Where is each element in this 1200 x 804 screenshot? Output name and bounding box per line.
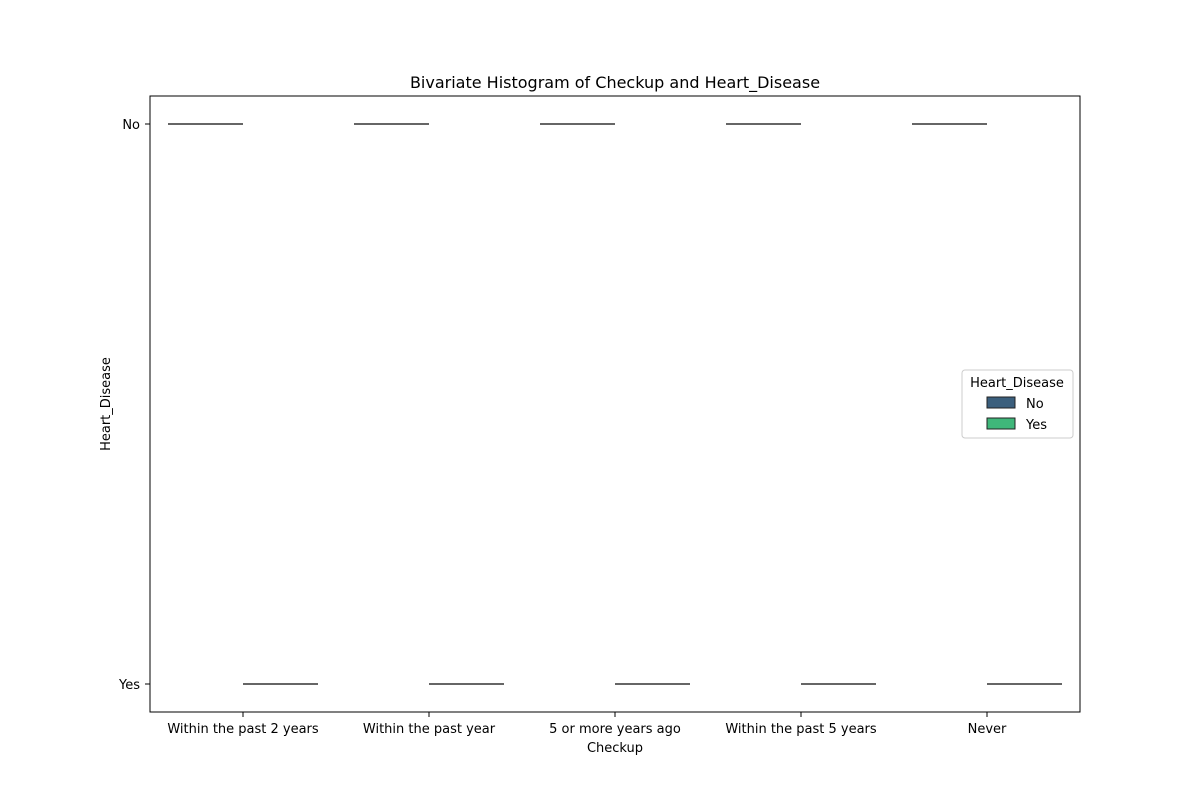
legend: Heart_Disease No Yes [961, 369, 1074, 439]
y-axis-ticks: No Yes [118, 118, 150, 693]
plot-area [149, 95, 1081, 713]
x-tick-label: 5 or more years ago [549, 722, 681, 737]
x-tick-label: Within the past year [363, 722, 496, 737]
legend-label-yes: Yes [1025, 418, 1047, 433]
y-tick-label: Yes [118, 678, 140, 693]
x-tick-label: Within the past 5 years [725, 722, 877, 737]
x-axis-label: Checkup [587, 741, 643, 756]
legend-title: Heart_Disease [970, 376, 1064, 391]
legend-entries: No Yes [986, 396, 1047, 433]
legend-swatch-yes [986, 417, 1016, 430]
x-axis-ticks: Within the past 2 years Within the past y… [167, 712, 1007, 737]
marks-layer [168, 123, 1062, 685]
y-axis-label: Heart_Disease [99, 357, 114, 451]
legend-label-no: No [1026, 397, 1044, 412]
legend-swatch-no [986, 396, 1016, 409]
chart-title: Bivariate Histogram of Checkup and Heart… [410, 73, 820, 93]
x-tick-label: Within the past 2 years [167, 722, 319, 737]
y-tick-label: No [122, 118, 140, 133]
x-tick-label: Never [968, 722, 1007, 737]
